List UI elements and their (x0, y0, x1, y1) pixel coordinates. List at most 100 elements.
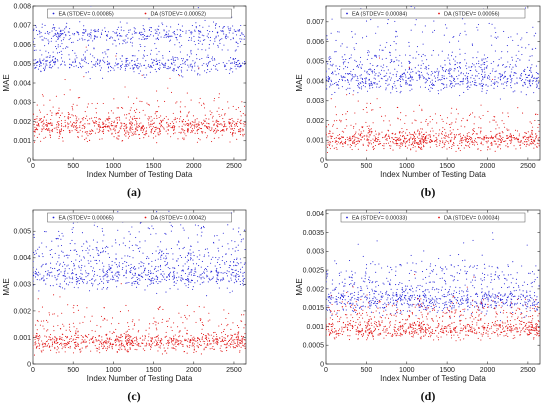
data-point (88, 35, 90, 37)
data-point (147, 274, 149, 276)
data-point (404, 122, 406, 124)
data-point (424, 82, 426, 84)
data-point (337, 31, 339, 33)
data-point (68, 323, 70, 325)
data-point (244, 339, 246, 341)
data-point (206, 35, 208, 37)
data-point (137, 248, 139, 250)
data-point (39, 60, 41, 62)
data-point (196, 340, 199, 342)
data-point (465, 144, 467, 146)
data-point (64, 64, 66, 66)
data-point (446, 117, 449, 119)
data-point (164, 66, 166, 68)
data-point (207, 126, 209, 128)
data-point (51, 339, 53, 341)
data-point (335, 114, 337, 116)
data-point (208, 255, 210, 257)
data-point (212, 120, 214, 122)
data-point (336, 68, 339, 70)
data-point (130, 37, 132, 39)
data-point (339, 143, 341, 145)
data-point (357, 100, 359, 102)
data-point (115, 242, 117, 244)
data-point (145, 35, 147, 38)
data-point (501, 120, 503, 122)
data-point (239, 283, 241, 285)
data-point (524, 83, 526, 86)
data-point (372, 122, 374, 124)
data-point (360, 131, 362, 133)
data-point (41, 253, 43, 255)
data-point (109, 37, 111, 39)
data-point (194, 268, 196, 271)
data-point (481, 138, 483, 140)
data-point (47, 129, 49, 131)
data-point (124, 337, 127, 339)
data-point (123, 128, 125, 130)
data-point (101, 29, 103, 31)
data-point (143, 127, 145, 129)
data-point (128, 31, 130, 33)
data-point (210, 271, 212, 273)
data-point (128, 119, 130, 121)
data-point (449, 126, 451, 128)
data-point (173, 60, 175, 62)
data-point (125, 282, 127, 284)
data-point (346, 94, 348, 96)
data-point (524, 68, 526, 70)
data-point (204, 39, 206, 41)
y-tick-label: 0 (320, 157, 324, 164)
data-point (446, 77, 448, 79)
data-point (381, 78, 383, 80)
data-point (112, 277, 114, 279)
data-point (205, 118, 207, 120)
legend-entry: EA (STDEV= 0.00084) (352, 12, 407, 18)
data-point (244, 324, 246, 326)
data-point (93, 125, 96, 127)
data-point (455, 83, 457, 85)
data-point (144, 337, 146, 339)
data-point (203, 281, 205, 283)
data-point (58, 285, 60, 287)
data-point (459, 53, 461, 55)
data-point (328, 68, 330, 70)
data-point (218, 93, 220, 95)
data-point (211, 117, 213, 119)
data-point (457, 144, 459, 147)
data-point (451, 82, 453, 84)
data-point (184, 314, 186, 316)
data-point (84, 131, 86, 133)
data-point (334, 51, 336, 53)
data-point (77, 39, 79, 41)
data-point (513, 145, 515, 147)
data-point (202, 340, 204, 342)
data-point (86, 247, 89, 249)
data-point (338, 78, 341, 81)
data-point (438, 79, 440, 81)
data-point (99, 129, 101, 132)
data-point (38, 271, 40, 273)
data-point (174, 267, 176, 269)
data-point (222, 29, 224, 32)
data-point (511, 139, 513, 141)
data-point (179, 34, 182, 36)
data-point (413, 134, 415, 136)
data-point (54, 275, 56, 277)
data-point (227, 336, 229, 338)
data-point (147, 65, 149, 67)
data-point (33, 260, 34, 263)
data-point (366, 149, 368, 151)
data-point (194, 119, 196, 121)
data-point (457, 113, 459, 115)
data-point (244, 35, 246, 37)
data-point (424, 86, 426, 88)
data-point (121, 257, 123, 259)
data-point (232, 135, 234, 137)
data-point (403, 72, 405, 74)
data-point (334, 137, 336, 140)
data-point (490, 62, 492, 64)
data-point (59, 36, 61, 38)
data-point (536, 135, 538, 137)
data-point (79, 126, 81, 129)
